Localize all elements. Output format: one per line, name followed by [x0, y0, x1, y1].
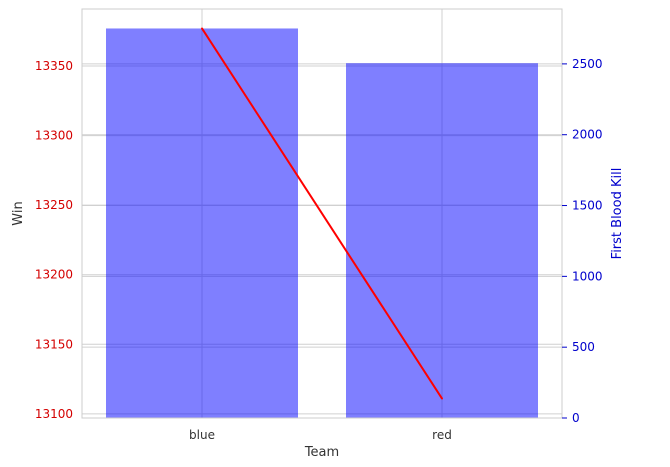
right-axis-ticks: 0 500 1000 1500 2000 2500	[562, 57, 603, 425]
right-tick-label: 0	[572, 411, 580, 425]
right-tick-label: 1500	[572, 199, 603, 213]
x-axis-label: Team	[304, 445, 339, 460]
win-line-segment	[201, 27, 443, 400]
win-point-red	[441, 397, 443, 400]
line-series	[201, 27, 443, 400]
left-tick-label: 13150	[35, 337, 73, 351]
bar-red	[346, 63, 538, 418]
right-tick-label: 2500	[572, 57, 603, 71]
plot-frame	[81, 8, 563, 419]
win-point-blue	[201, 27, 203, 30]
x-tick-label: red	[432, 428, 452, 442]
left-tick-label: 13250	[35, 198, 73, 212]
bar-series	[106, 28, 538, 418]
x-tick-label: blue	[189, 428, 215, 442]
left-axis-ticks: 13100 13150 13200 13250 13300 13350	[35, 59, 73, 421]
left-axis-label: Win	[11, 201, 26, 225]
left-tick-label: 13300	[35, 129, 73, 143]
left-tick-label: 13100	[35, 407, 73, 421]
right-tick-label: 500	[572, 340, 595, 354]
right-tick-label: 1000	[572, 269, 603, 283]
bar-blue	[106, 28, 298, 418]
right-tick-label: 2000	[572, 128, 603, 142]
left-tick-label: 13200	[35, 268, 73, 282]
x-axis-ticks: blue red	[189, 428, 452, 442]
left-tick-label: 13350	[35, 59, 73, 73]
right-axis-label: First Blood Kill	[610, 168, 625, 260]
